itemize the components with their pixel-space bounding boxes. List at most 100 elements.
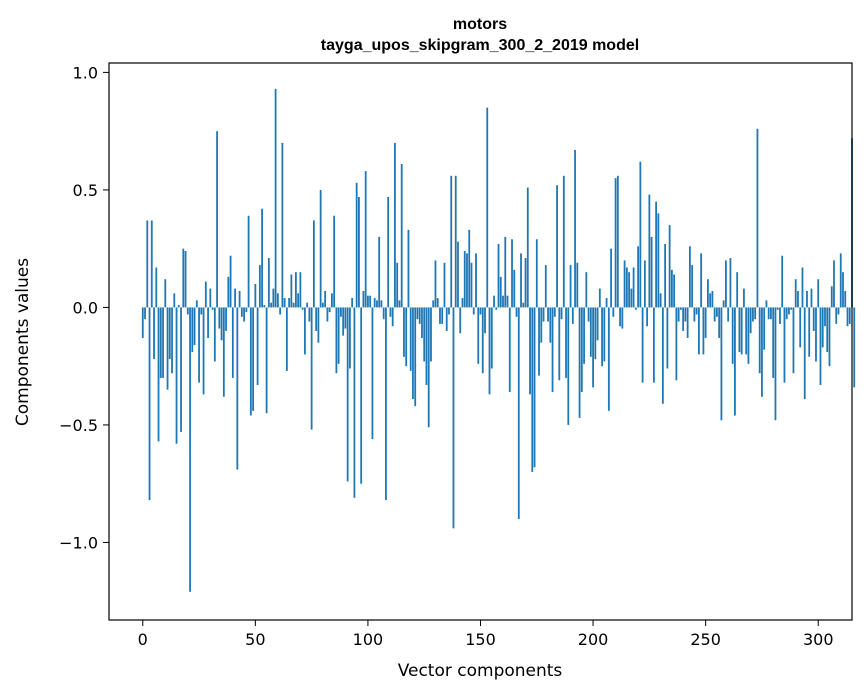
- bar: [497, 243, 500, 308]
- bar: [711, 290, 714, 308]
- bar: [747, 307, 750, 364]
- bar: [378, 236, 381, 308]
- bar: [783, 307, 786, 383]
- bar: [382, 307, 385, 320]
- bar: [616, 175, 619, 308]
- bar: [371, 307, 374, 440]
- bar: [767, 307, 770, 320]
- bar: [515, 307, 518, 317]
- bar: [261, 208, 263, 308]
- bar: [702, 307, 705, 355]
- bar: [592, 307, 594, 388]
- bar: [349, 307, 351, 369]
- bar: [752, 307, 754, 322]
- bar: [236, 307, 239, 470]
- bar: [488, 307, 491, 395]
- bar: [788, 307, 790, 315]
- bar: [146, 220, 149, 308]
- bar: [288, 298, 291, 308]
- y-tick-label: 1.0: [73, 63, 98, 82]
- bar: [351, 298, 354, 308]
- bar: [414, 307, 417, 407]
- bar: [328, 307, 331, 313]
- bar: [299, 272, 302, 308]
- bar: [423, 307, 426, 362]
- bar: [594, 307, 597, 360]
- bar: [770, 307, 772, 320]
- bar: [824, 307, 826, 327]
- bar: [416, 307, 419, 320]
- bar: [475, 253, 477, 308]
- bar: [646, 307, 649, 327]
- bar: [218, 307, 221, 329]
- bar: [605, 298, 608, 308]
- bar: [623, 260, 626, 308]
- bar: [213, 307, 216, 362]
- bar: [677, 307, 680, 322]
- bar: [634, 307, 637, 310]
- bar: [679, 307, 682, 310]
- bar: [155, 267, 158, 308]
- bar: [833, 260, 835, 308]
- bar: [238, 290, 241, 308]
- bar: [499, 276, 502, 308]
- bar: [650, 236, 653, 308]
- bar: [407, 229, 410, 308]
- bar: [801, 267, 804, 308]
- y-axis-label: Components values: [13, 258, 33, 426]
- bar: [484, 307, 486, 334]
- bar: [358, 196, 360, 308]
- bar: [317, 307, 320, 343]
- chart-title: motors: [453, 16, 507, 33]
- bar: [243, 307, 245, 322]
- bar: [709, 293, 712, 308]
- bar: [661, 307, 664, 404]
- bar: [159, 307, 162, 378]
- bar: [272, 288, 275, 308]
- bar: [846, 307, 849, 327]
- bar: [189, 307, 191, 592]
- bar: [727, 307, 730, 322]
- bar: [839, 253, 842, 308]
- bar: [164, 279, 167, 308]
- bar: [779, 307, 781, 324]
- bar: [842, 272, 844, 308]
- bar: [686, 307, 689, 338]
- bar: [567, 307, 570, 425]
- bar: [364, 171, 367, 308]
- bar: [227, 276, 230, 308]
- bar: [794, 279, 797, 308]
- bar: [220, 307, 223, 341]
- bar: [580, 307, 583, 393]
- bar: [344, 307, 347, 329]
- bar: [405, 307, 408, 367]
- bar: [490, 307, 493, 369]
- bar: [693, 307, 696, 322]
- bar: [553, 307, 556, 317]
- bar: [637, 246, 640, 308]
- bar: [713, 307, 716, 322]
- bar: [844, 290, 847, 308]
- bar: [211, 307, 214, 310]
- x-tick-label: 300: [803, 630, 834, 649]
- y-tick-label: 0.0: [73, 298, 98, 317]
- bar: [470, 262, 473, 308]
- bar: [448, 307, 450, 315]
- bar: [459, 307, 462, 334]
- bar: [513, 269, 516, 308]
- bar: [180, 307, 182, 432]
- bar: [756, 128, 759, 308]
- bar: [659, 293, 662, 308]
- bar: [763, 307, 766, 350]
- bar: [234, 288, 236, 308]
- bar: [574, 149, 576, 308]
- bar: [774, 307, 777, 421]
- bar: [324, 290, 327, 308]
- bar: [504, 236, 507, 308]
- bar: [247, 215, 250, 308]
- bar: [817, 279, 820, 308]
- bar: [621, 307, 624, 329]
- bar: [695, 307, 698, 315]
- bar: [229, 255, 232, 308]
